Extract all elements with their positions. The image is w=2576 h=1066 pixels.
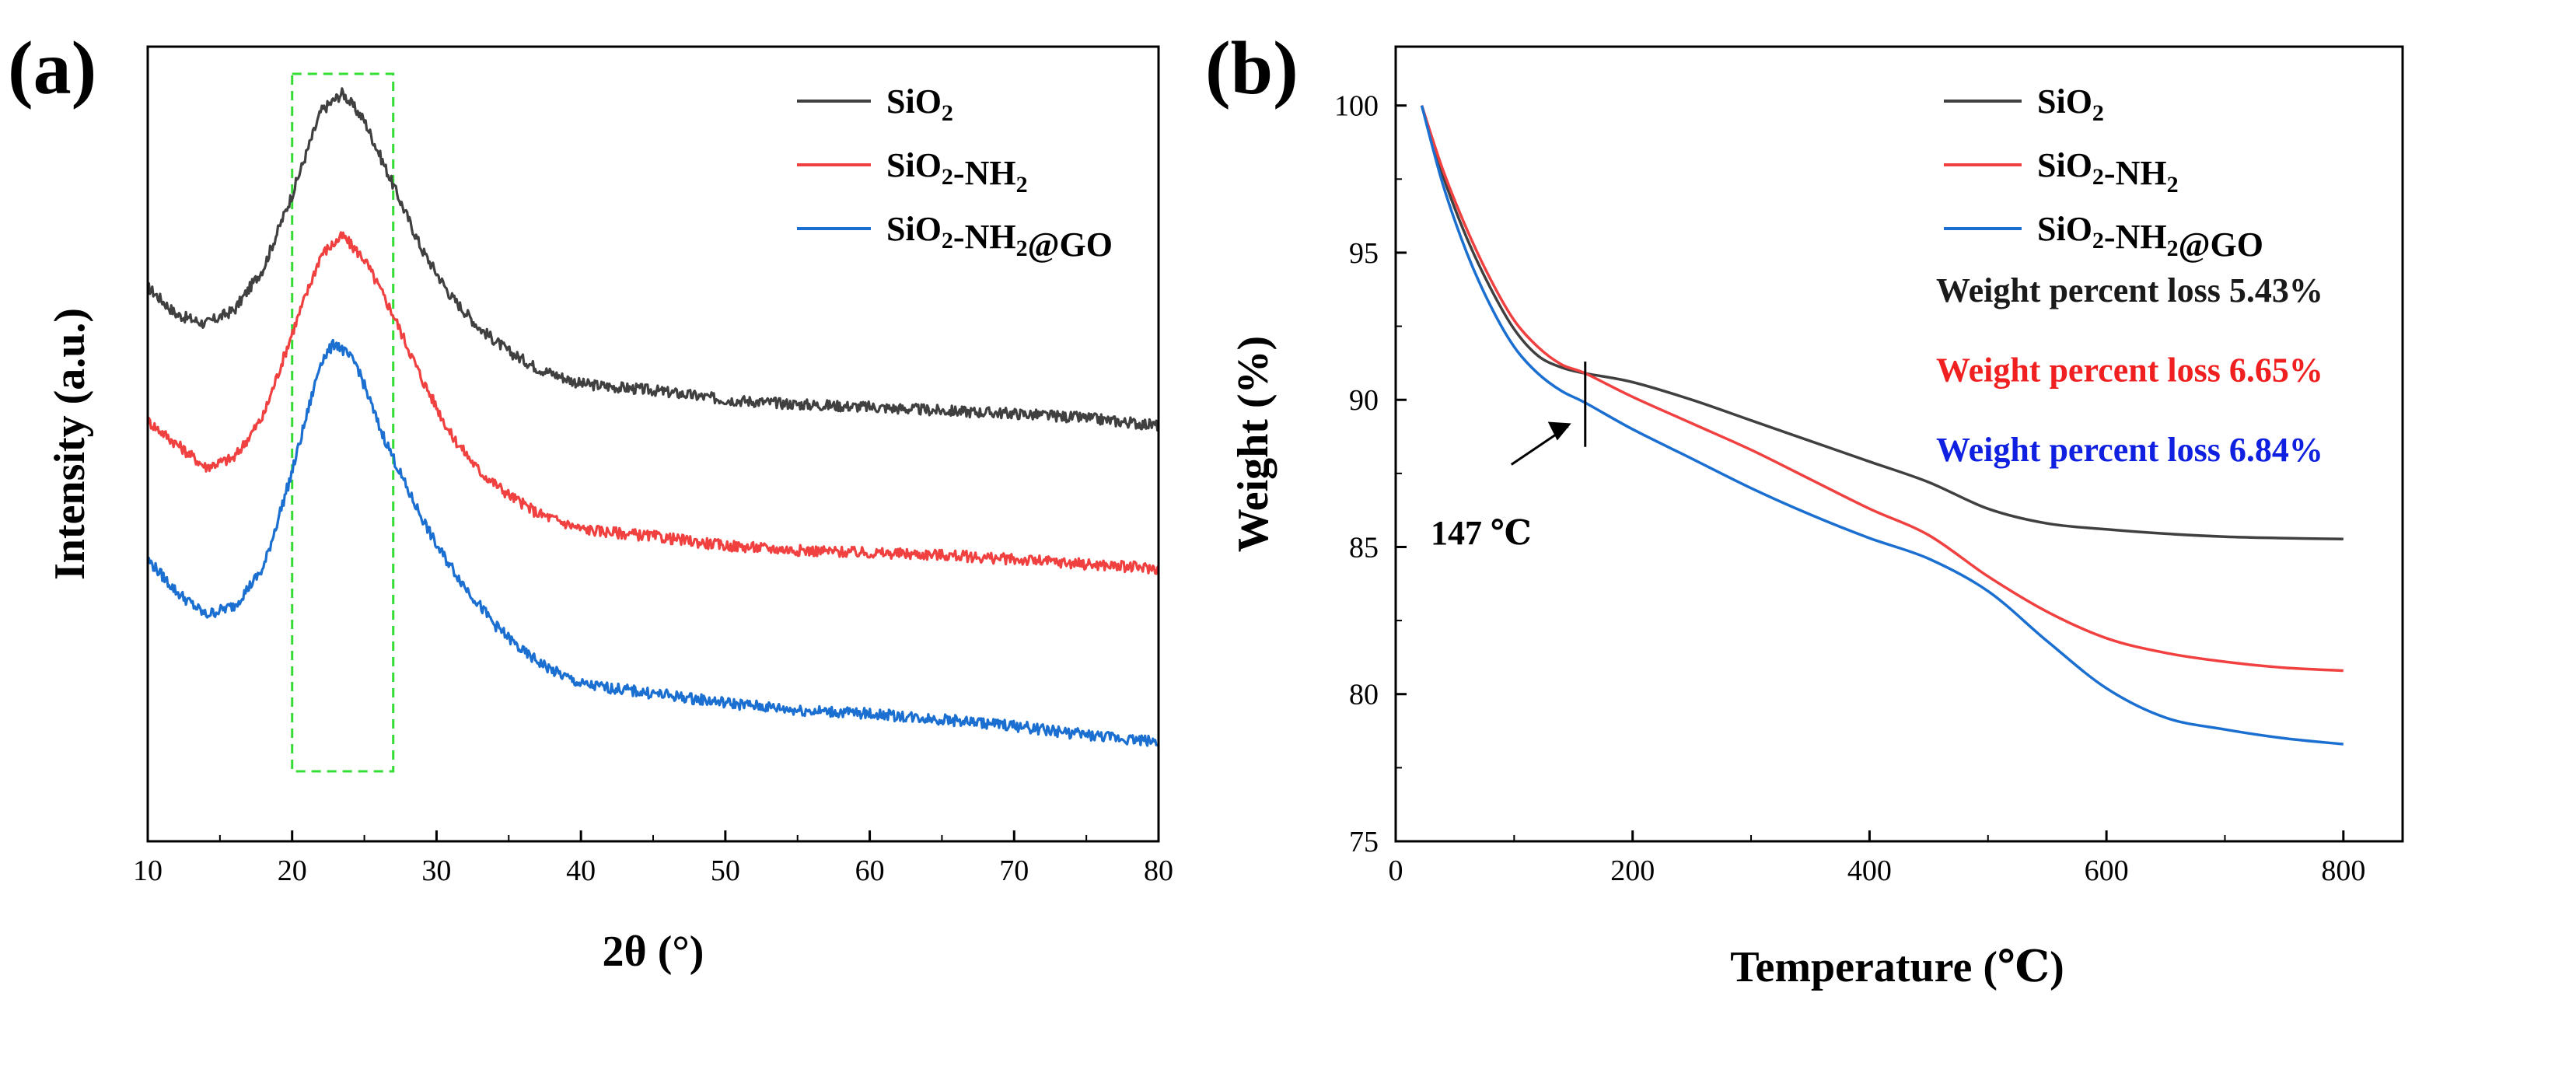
panel-a-x-tick-label: 50 [711,855,740,887]
panel-a-legend-label-1: SiO2-NH2 [886,146,1028,197]
panel-b-loss-labels: Weight percent loss 5.43% Weight percent … [1936,271,2323,469]
panel-b: (b) 0 200 400 600 800 75 80 85 90 95 100 Temperat… [1205,26,2404,991]
panel-b-series-line-1 [1420,105,2344,673]
panel-a-x-tick-label: 70 [999,855,1029,887]
panel-b-legend-label-0: SiO2 [2037,82,2104,126]
panel-b-x-tick-label: 800 [2321,855,2365,887]
panel-b-y-ticks: 75 80 85 90 95 100 [1334,90,1407,858]
panel-b-annotation-label: 147 ℃ [1431,514,1532,552]
panel-b-y-tick-label: 100 [1334,90,1379,123]
panel-b-legend-label-1: SiO2-NH2 [2037,146,2179,197]
panel-b-loss-label-2: Weight percent loss 6.84% [1936,431,2323,469]
panel-a-series-line-1 [146,231,1160,575]
highlight-box [291,72,395,773]
panel-b-annotation: 147 ℃ [1431,362,1587,552]
panel-a-legend-label-2: SiO2-NH2@GO [886,210,1113,264]
panel-b-y-tick-label: 75 [1349,826,1379,858]
panel-b-y-axis-title: Weight (%) [1229,336,1278,552]
panel-b-x-tick-label: 400 [1847,855,1892,887]
panel-a-plot-area [146,72,1160,773]
panel-b-x-tick-label: 200 [1610,855,1655,887]
panel-b-x-ticks: 0 200 400 600 800 [1389,830,2365,887]
panel-a-x-tick-label: 60 [855,855,885,887]
panel-b-plot-area [1420,105,2344,746]
panel-b-loss-label-1: Weight percent loss 6.65% [1936,351,2323,390]
panel-b-annotation-arrowhead [1547,421,1571,441]
panel-a-series-line-0 [147,87,1160,432]
panel-b-label: (b) [1205,26,1298,110]
panel-b-loss-label-0: Weight percent loss 5.43% [1936,271,2323,309]
panel-b-legend-label-2: SiO2-NH2@GO [2037,210,2263,264]
panel-a-y-axis-title: Intensity (a.u.) [46,308,94,580]
panel-b-series-line-2 [1420,105,2344,746]
panel-b-series-line-0 [1420,105,2344,541]
panel-a-legend: SiO2 SiO2-NH2 SiO2-NH2@GO [797,82,1113,264]
panel-a: (a) 10 20 30 40 50 60 70 80 2θ (°) Intensity (a… [8,26,1173,976]
panel-b-y-tick-label: 90 [1349,384,1379,417]
panel-a-label: (a) [8,26,96,110]
panel-b-y-tick-label: 85 [1349,531,1379,564]
panel-b-legend: SiO2 SiO2-NH2 SiO2-NH2@GO [1944,82,2263,264]
panel-a-x-tick-label: 30 [421,855,451,887]
panel-a-x-tick-label: 10 [133,855,163,887]
panel-b-y-tick-label: 80 [1349,679,1379,711]
panel-a-x-ticks: 10 20 30 40 50 60 70 80 [133,830,1173,887]
panel-a-x-axis-title: 2θ (°) [603,928,704,976]
panel-b-x-tick-label: 0 [1389,855,1403,887]
panel-a-series-line-2 [146,338,1159,747]
panel-a-x-tick-label: 40 [566,855,596,887]
panel-b-x-tick-label: 600 [2085,855,2129,887]
panel-b-y-tick-label: 95 [1349,237,1379,270]
panel-a-legend-label-0: SiO2 [886,82,953,126]
panel-a-x-tick-label: 80 [1144,855,1173,887]
panel-a-x-tick-label: 20 [278,855,307,887]
panel-b-frame [1394,45,2404,843]
panel-b-x-axis-title: Temperature (℃) [1730,943,2064,991]
